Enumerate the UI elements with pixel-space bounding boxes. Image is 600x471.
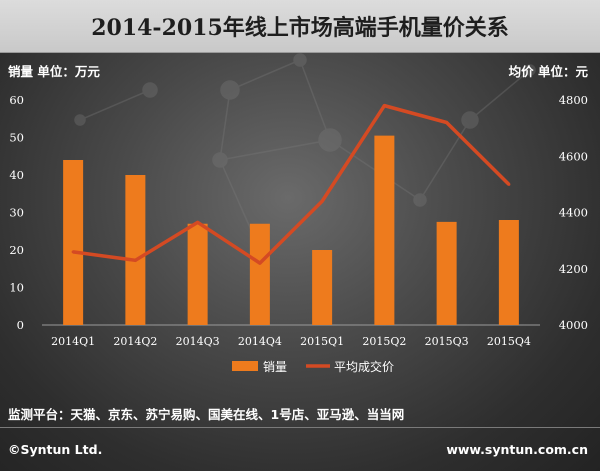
chart-plot: 0 10 20 30 40 50 60 4000 4200 4400 4600 4800 2014Q1 2… xyxy=(9,93,588,374)
legend-line-label: 平均成交价 xyxy=(334,359,394,374)
price-point xyxy=(445,121,449,124)
legend-bar-label: 销量 xyxy=(263,360,287,374)
bar xyxy=(249,223,270,325)
left-tick-label: 30 xyxy=(9,206,24,220)
x-tick-label: 2014Q2 xyxy=(113,335,157,348)
legend-bar-swatch xyxy=(232,361,258,371)
x-tick-label: 2014Q3 xyxy=(176,335,220,348)
bar xyxy=(436,221,457,325)
right-axis-label: 均价 单位：元 xyxy=(508,64,588,79)
x-tick-label: 2015Q3 xyxy=(425,335,469,348)
right-tick-label: 4800 xyxy=(559,93,588,107)
right-tick-label: 4600 xyxy=(559,149,588,163)
price-point xyxy=(507,182,511,186)
copyright: ©Syntun Ltd. xyxy=(8,442,103,457)
price-point xyxy=(382,104,386,108)
chart-title: 2014-2015年线上市场高端手机量价关系 xyxy=(91,15,509,41)
right-tick-label: 4200 xyxy=(559,262,588,276)
bar xyxy=(63,160,84,325)
bar xyxy=(374,135,395,325)
title-band: 2014-2015年线上市场高端手机量价关系 xyxy=(0,0,600,53)
left-tick-label: 20 xyxy=(9,243,24,257)
left-tick-label: 60 xyxy=(9,93,24,107)
left-axis-label: 销量 单位：万元 xyxy=(8,64,100,79)
price-point xyxy=(320,199,324,203)
price-point xyxy=(133,258,137,262)
left-tick-label: 10 xyxy=(9,281,24,295)
x-tick-label: 2014Q1 xyxy=(51,335,95,348)
right-tick-label: 4400 xyxy=(559,206,588,220)
right-tick-label: 4000 xyxy=(559,318,588,332)
footer-divider xyxy=(0,427,600,428)
x-tick-label: 2015Q1 xyxy=(300,335,344,348)
x-tick-label: 2015Q2 xyxy=(362,335,406,348)
platforms-note: 监测平台：天猫、京东、苏宁易购、国美在线、1号店、亚马逊、当当网 xyxy=(8,407,405,422)
x-tick-label: 2015Q4 xyxy=(487,335,531,348)
left-tick-label: 50 xyxy=(9,131,24,145)
price-point xyxy=(258,261,262,265)
x-tick-label: 2014Q4 xyxy=(238,335,282,348)
price-line xyxy=(72,103,511,265)
bar xyxy=(125,175,146,325)
website: www.syntun.com.cn xyxy=(446,442,588,457)
price-point xyxy=(196,220,200,224)
bar xyxy=(187,223,208,325)
left-tick-label: 40 xyxy=(9,168,24,182)
bar xyxy=(498,220,519,325)
price-point xyxy=(71,250,75,254)
bar xyxy=(312,250,333,325)
left-tick-label: 0 xyxy=(17,318,24,332)
